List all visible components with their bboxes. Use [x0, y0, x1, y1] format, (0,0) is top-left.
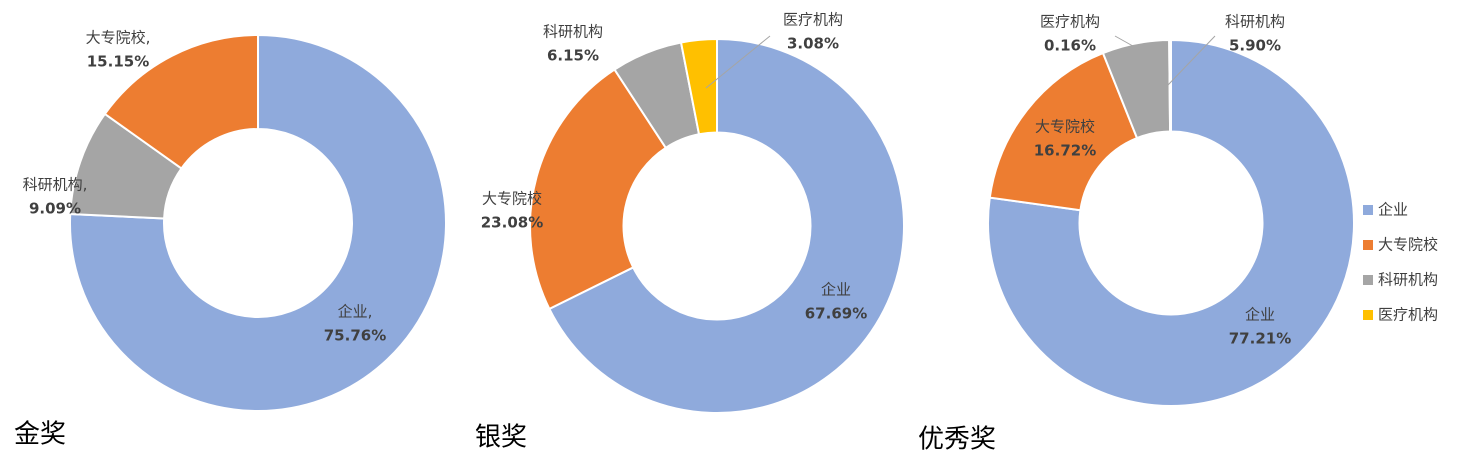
donut-slice [548, 37, 905, 414]
data-label-value: 75.76% [324, 327, 386, 345]
chart-title: 金奖 [14, 420, 66, 450]
donut-slice [1168, 38, 1172, 133]
data-label-value: 23.08% [481, 214, 543, 232]
data-label-name: 科研机构 [543, 23, 603, 41]
legend-swatch [1363, 240, 1373, 250]
data-label-name: 科研机构, [23, 176, 88, 194]
legend-label: 科研机构 [1378, 271, 1438, 289]
legend-swatch [1363, 310, 1373, 320]
chart-title: 银奖 [475, 423, 527, 453]
leader-line [1114, 35, 1141, 51]
donut-slice [69, 33, 447, 412]
donut-slice [988, 51, 1139, 212]
data-label-value: 3.08% [787, 35, 839, 53]
data-label-name: 企业, [338, 303, 373, 321]
leader-line [705, 35, 771, 89]
data-label-name: 医疗机构 [783, 11, 843, 29]
data-label-name: 大专院校, [86, 29, 151, 47]
data-label-name: 企业 [821, 281, 851, 299]
donut-slice [987, 38, 1355, 407]
donut-slice [679, 37, 718, 136]
data-label-name: 医疗机构 [1040, 13, 1100, 31]
legend-swatch [1363, 275, 1373, 285]
data-label-value: 0.16% [1044, 37, 1096, 55]
data-label-value: 6.15% [547, 47, 599, 65]
data-label-value: 67.69% [805, 305, 867, 323]
data-label-value: 77.21% [1229, 330, 1291, 348]
data-label-value: 16.72% [1034, 142, 1096, 160]
donut-slice [103, 33, 259, 170]
data-label-name: 大专院校 [1035, 118, 1095, 136]
legend-label: 医疗机构 [1378, 306, 1438, 324]
donut-slice [529, 68, 668, 311]
chart-title: 优秀奖 [918, 425, 996, 455]
legend-label: 企业 [1378, 201, 1408, 219]
data-label-value: 5.90% [1229, 37, 1281, 55]
legend-swatch [1363, 205, 1373, 215]
data-label-value: 9.09% [29, 200, 81, 218]
data-label-value: 15.15% [87, 53, 149, 71]
legend-label: 大专院校 [1378, 236, 1438, 254]
data-label-name: 大专院校 [482, 190, 542, 208]
leader-line [1167, 35, 1216, 86]
data-label-name: 企业 [1245, 306, 1275, 324]
data-label-name: 科研机构 [1225, 13, 1285, 31]
